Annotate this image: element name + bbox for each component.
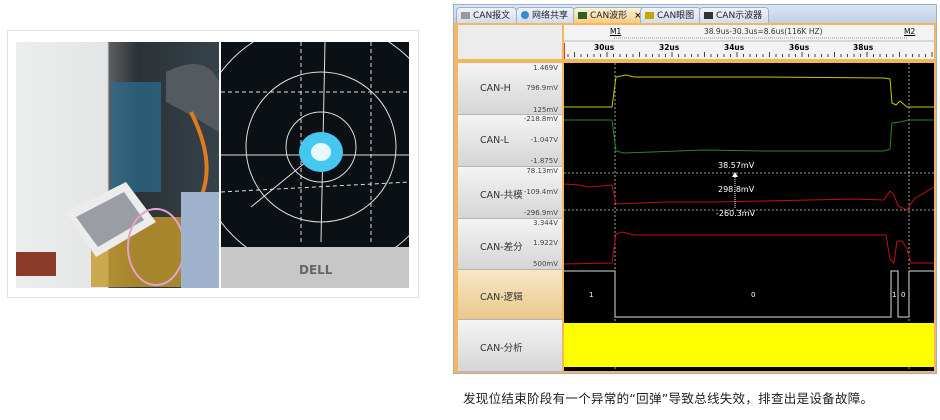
tab-can-eye-diagram[interactable]: CAN眼图 (640, 7, 702, 24)
tab-can-oscilloscope[interactable]: CAN示波器 (699, 7, 770, 24)
tab-can-waveform[interactable]: CAN波形 × (573, 7, 649, 24)
channel-can-common-mode[interactable]: CAN-共模 78.13mV -109.4mV -296.9mV (458, 167, 562, 219)
tab-network-share[interactable]: 网络共享 (516, 7, 576, 24)
measure-lower: -260.3mV (716, 209, 756, 218)
channel-can-logic[interactable]: CAN-逻辑 (458, 270, 562, 320)
measure-upper: 38.57mV (718, 161, 755, 170)
caption: 发现位结束阶段有一个异常的“回弹”导致总线失效，排查出是设备故障。 (463, 391, 874, 406)
globe-icon (521, 11, 529, 19)
photo-radar-monitor: DELL (221, 42, 409, 288)
marker-m1[interactable]: M1 (610, 27, 622, 36)
message-icon (461, 12, 470, 19)
logic-bit: 0 (751, 291, 756, 299)
can-l-trace (564, 119, 934, 154)
eye-diagram-icon (645, 12, 654, 19)
waveform-plot[interactable]: 38.57mV 298.8mV -260.3mV 1 0 1 0 (563, 63, 935, 371)
channel-can-l[interactable]: CAN-L -218.8mV -1.047V -1.875V (458, 115, 562, 167)
can-common-mode-trace (563, 183, 935, 211)
can-analysis-bar (564, 323, 934, 367)
ruler-spacer (458, 25, 562, 59)
logic-bit: 1 (589, 291, 594, 299)
time-ruler[interactable]: M1 M2 38.9us-30.3us=8.6us(116K HZ) 30us … (564, 25, 934, 59)
tab-bar: CAN报文 网络共享 CAN波形 × CAN眼图 CAN示波器 (454, 5, 936, 24)
marker-measurement: 38.9us-30.3us=8.6us(116K HZ) (704, 27, 823, 36)
can-analyzer-window: CAN报文 网络共享 CAN波形 × CAN眼图 CAN示波器 M1 M2 38… (453, 4, 937, 374)
waveform-icon (578, 12, 587, 19)
logic-bit: 0 (901, 291, 906, 299)
measure-delta: 298.8mV (718, 185, 755, 194)
marker-m2[interactable]: M2 (904, 27, 916, 36)
photo-frame: DELL (7, 30, 419, 298)
tick-label: 30us (594, 43, 615, 52)
logic-bit: 1 (892, 291, 897, 299)
tick-label: 36us (789, 43, 810, 52)
can-logic-trace (564, 270, 934, 318)
channel-can-analysis[interactable]: CAN-分析 (458, 320, 562, 372)
tick-label: 32us (659, 43, 680, 52)
tick-label: 34us (724, 43, 745, 52)
oscilloscope-icon (704, 12, 713, 19)
close-icon[interactable]: × (634, 11, 642, 21)
channel-can-differential[interactable]: CAN-差分 3.344V 1.922V 500mV (458, 219, 562, 270)
monitor-logo: DELL (299, 263, 333, 277)
can-h-trace (564, 74, 934, 108)
tick-label: 38us (853, 43, 874, 52)
photo-field-test (16, 42, 219, 288)
can-differential-trace (563, 231, 934, 265)
tab-can-messages[interactable]: CAN报文 (456, 7, 518, 24)
channel-can-h[interactable]: CAN-H 1.469V 796.9mV 125mV (458, 63, 562, 115)
